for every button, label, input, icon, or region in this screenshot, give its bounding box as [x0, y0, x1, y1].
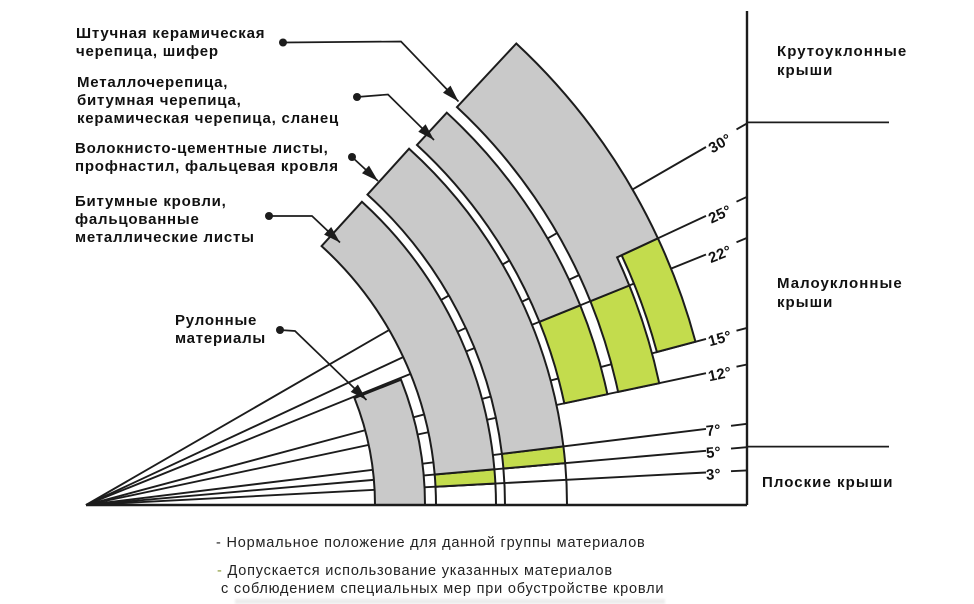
- svg-text:22°: 22°: [706, 242, 734, 267]
- svg-text:30°: 30°: [706, 131, 735, 158]
- svg-text:15°: 15°: [706, 328, 733, 351]
- svg-text:25°: 25°: [706, 202, 735, 227]
- svg-text:12°: 12°: [707, 364, 734, 386]
- svg-text:7°: 7°: [705, 421, 722, 440]
- svg-text:3°: 3°: [706, 466, 722, 484]
- svg-text:5°: 5°: [705, 444, 721, 462]
